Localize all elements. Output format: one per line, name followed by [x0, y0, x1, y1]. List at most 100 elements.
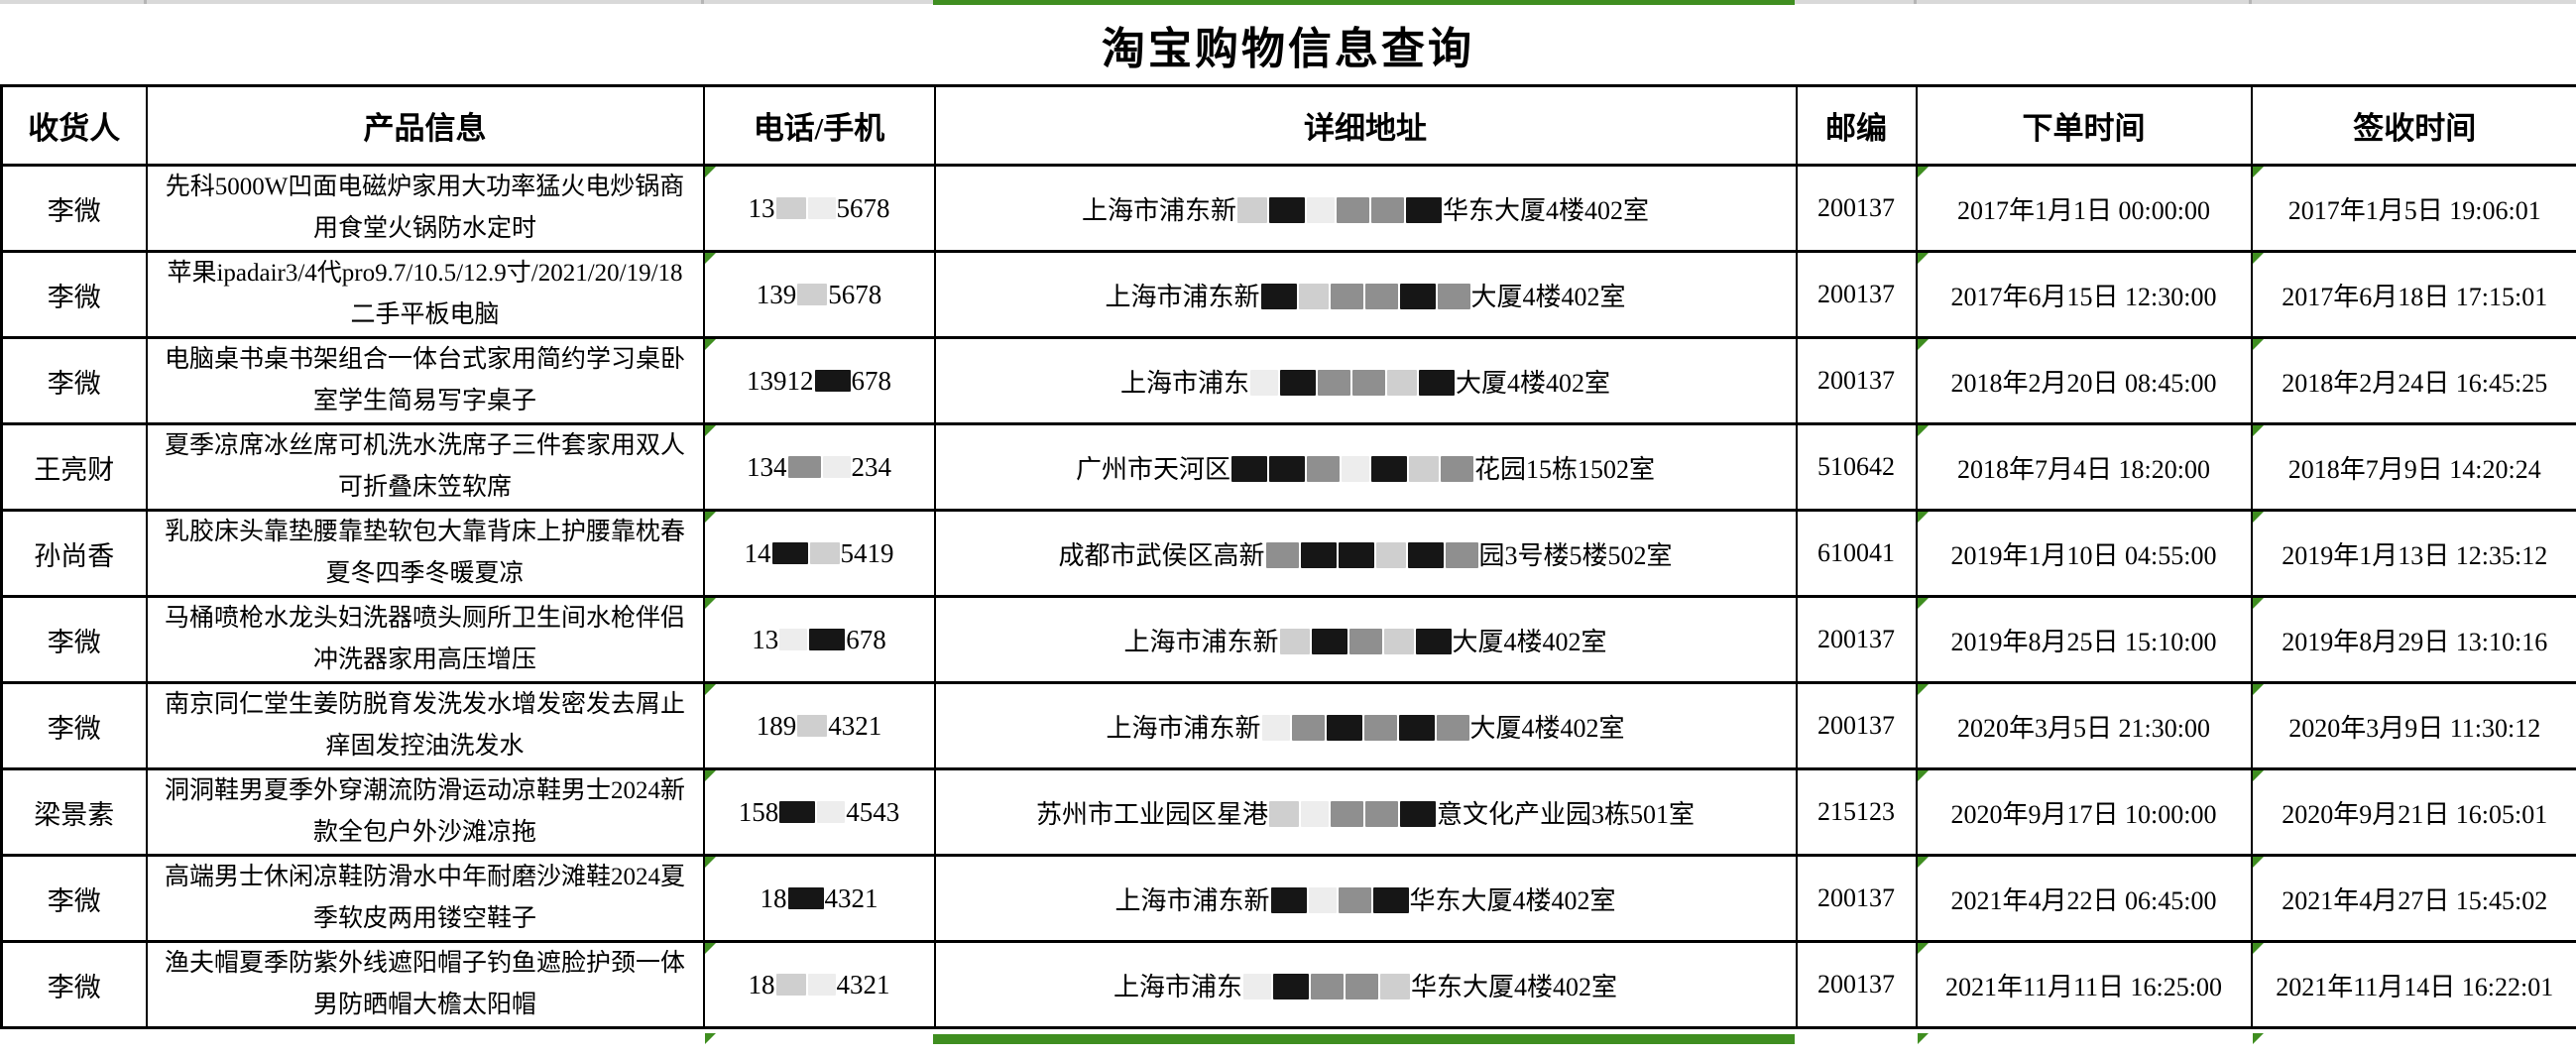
cell-recipient[interactable]: 李微	[0, 854, 148, 943]
col-header-zip[interactable]: 邮编	[1795, 84, 1918, 167]
cell-product-info[interactable]: 高端男士休闲凉鞋防滑水中年耐磨沙滩鞋2024夏季软皮两用镂空鞋子	[145, 854, 705, 943]
cell-order-time[interactable]: 2018年7月4日 18:20:00	[1915, 422, 2253, 512]
sheet-title[interactable]: 淘宝购物信息查询	[1102, 25, 1474, 73]
redaction-mosaic	[1338, 886, 1371, 913]
redaction-mosaic	[1436, 714, 1469, 741]
cell-zip[interactable]: 215123	[1795, 767, 1918, 857]
cell-sign-time[interactable]: 2018年2月24日 16:45:25	[2250, 336, 2576, 425]
cell-zip[interactable]: 200137	[1795, 854, 1918, 943]
cell-phone[interactable]: 14 5419	[702, 509, 936, 598]
cell-recipient[interactable]: 王亮财	[0, 422, 148, 512]
redaction-mosaic	[1280, 369, 1316, 396]
cell-recipient[interactable]: 李微	[0, 250, 148, 339]
col-header-sign-time[interactable]: 签收时间	[2250, 84, 2576, 167]
cell-address[interactable]: 上海市浦东 大厦4楼402室	[933, 336, 1798, 425]
cell-phone[interactable]: 18 4321	[702, 940, 936, 1029]
green-triangle-icon	[1918, 254, 1929, 264]
cell-address[interactable]: 广州市天河区 花园15栋1502室	[933, 422, 1798, 512]
col-header-recipient[interactable]: 收货人	[0, 84, 148, 167]
green-triangle-icon	[2253, 685, 2264, 695]
redaction-mosaic	[1270, 886, 1307, 913]
cell-zip[interactable]: 200137	[1795, 164, 1918, 253]
redacted-text-suffix: 4321	[836, 969, 890, 999]
cell-zip[interactable]: 200137	[1795, 595, 1918, 684]
cell-order-time[interactable]: 2018年2月20日 08:45:00	[1915, 336, 2253, 425]
redaction-mosaic	[1307, 455, 1340, 482]
cell-order-time[interactable]: 2021年11月11日 16:25:00	[1915, 940, 2253, 1029]
cell-zip[interactable]: 200137	[1795, 940, 1918, 1029]
cell-recipient[interactable]: 李微	[0, 940, 148, 1029]
cell-order-time[interactable]: 2020年3月5日 21:30:00	[1915, 681, 2253, 770]
col-header-order-time[interactable]: 下单时间	[1915, 84, 2253, 167]
cell-order-time[interactable]: 2019年8月25日 15:10:00	[1915, 595, 2253, 684]
cell-sign-time[interactable]: 2020年3月9日 11:30:12	[2250, 681, 2576, 770]
cell-phone[interactable]: 18 4321	[702, 854, 936, 943]
redacted-text-suffix: 意文化产业园3栋501室	[1437, 799, 1696, 829]
cell-sign-time[interactable]: 2019年8月29日 13:10:16	[2250, 595, 2576, 684]
redaction-mosaic	[1311, 973, 1344, 999]
cell-phone[interactable]: 13 678	[702, 595, 936, 684]
cell-address[interactable]: 成都市武侯区高新 园3号楼5楼502室	[933, 509, 1798, 598]
green-triangle-icon	[2253, 168, 2264, 177]
cell-phone[interactable]: 139 5678	[702, 250, 936, 339]
cell-product-info[interactable]: 苹果ipadair3/4代pro9.7/10.5/12.9寸/2021/20/1…	[145, 250, 705, 339]
cell-phone[interactable]: 134 234	[702, 422, 936, 512]
cell-order-time[interactable]: 2019年1月10日 04:55:00	[1915, 509, 2253, 598]
cell-order-time[interactable]: 2017年1月1日 00:00:00	[1915, 164, 2253, 253]
cell-recipient[interactable]: 李微	[0, 681, 148, 770]
cell-phone[interactable]: 13912 678	[702, 336, 936, 425]
redacted-text-suffix: 大厦4楼402室	[1469, 713, 1625, 743]
green-triangle-icon	[705, 685, 716, 695]
col-header-phone[interactable]: 电话/手机	[702, 84, 936, 167]
cell-sign-time[interactable]: 2017年6月18日 17:15:01	[2250, 250, 2576, 339]
redacted-text-suffix: 234	[851, 451, 892, 482]
cell-recipient[interactable]: 李微	[0, 595, 148, 684]
green-triangle-icon	[1918, 771, 1929, 781]
cell-sign-time[interactable]: 2021年4月27日 15:45:02	[2250, 854, 2576, 943]
cell-product-info[interactable]: 洞洞鞋男夏季外穿潮流防滑运动凉鞋男士2024新款全包户外沙滩凉拖	[145, 767, 705, 857]
cell-order-time[interactable]: 2021年4月22日 06:45:00	[1915, 854, 2253, 943]
cell-recipient[interactable]: 孙尚香	[0, 509, 148, 598]
redacted-text-suffix: 大厦4楼402室	[1470, 282, 1626, 311]
col-header-product[interactable]: 产品信息	[145, 84, 705, 167]
cell-product-info[interactable]: 电脑桌书桌书架组合一体台式家用简约学习桌卧室学生简易写字桌子	[145, 336, 705, 425]
cell-sign-time[interactable]: 2018年7月9日 14:20:24	[2250, 422, 2576, 512]
cell-address[interactable]: 上海市浦东新 华东大厦4楼402室	[933, 164, 1798, 253]
cell-product-info[interactable]: 南京同仁堂生姜防脱育发洗发水增发密发去屑止痒固发控油洗发水	[145, 681, 705, 770]
redaction-mosaic	[775, 973, 806, 996]
cell-phone[interactable]: 13 5678	[702, 164, 936, 253]
cell-product-info[interactable]: 先科5000W凹面电磁炉家用大功率猛火电炒锅商用食堂火锅防水定时	[145, 164, 705, 253]
cell-sign-time[interactable]: 2020年9月21日 16:05:01	[2250, 767, 2576, 857]
cell-address[interactable]: 苏州市工业园区星港 意文化产业园3栋501室	[933, 767, 1798, 857]
cell-address[interactable]: 上海市浦东新 大厦4楼402室	[933, 595, 1798, 684]
cell-sign-time[interactable]: 2019年1月13日 12:35:12	[2250, 509, 2576, 598]
cell-zip[interactable]: 200137	[1795, 681, 1918, 770]
cell-zip[interactable]: 610041	[1795, 509, 1918, 598]
cell-product-info[interactable]: 乳胶床头靠垫腰靠垫软包大靠背床上护腰靠枕春夏冬四季冬暖夏凉	[145, 509, 705, 598]
redacted-text-suffix: 华东大厦4楼402室	[1409, 885, 1616, 915]
cell-zip[interactable]: 510642	[1795, 422, 1918, 512]
cell-phone[interactable]: 158 4543	[702, 767, 936, 857]
cell-address[interactable]: 上海市浦东新 大厦4楼402室	[933, 681, 1798, 770]
cell-phone[interactable]: 189 4321	[702, 681, 936, 770]
green-triangle-icon	[2253, 426, 2264, 436]
cell-address[interactable]: 上海市浦东新 华东大厦4楼402室	[933, 854, 1798, 943]
cell-address[interactable]: 上海市浦东新 大厦4楼402室	[933, 250, 1798, 339]
cell-recipient[interactable]: 梁景素	[0, 767, 148, 857]
cell-order-time[interactable]: 2017年6月15日 12:30:00	[1915, 250, 2253, 339]
cell-zip[interactable]: 200137	[1795, 336, 1918, 425]
cell-recipient[interactable]: 李微	[0, 336, 148, 425]
col-header-address[interactable]: 详细地址	[933, 84, 1798, 167]
cell-recipient[interactable]: 李微	[0, 164, 148, 253]
redacted-text-suffix: 5419	[840, 537, 894, 568]
cell-product-info[interactable]: 渔夫帽夏季防紫外线遮阳帽子钓鱼遮脸护颈一体男防晒帽大檐太阳帽	[145, 940, 705, 1029]
redaction-mosaic	[779, 800, 816, 823]
cell-order-time[interactable]: 2020年9月17日 10:00:00	[1915, 767, 2253, 857]
cell-address[interactable]: 上海市浦东 华东大厦4楼402室	[933, 940, 1798, 1029]
cell-product-info[interactable]: 夏季凉席冰丝席可机洗水洗席子三件套家用双人可折叠床笠软席	[145, 422, 705, 512]
cell-sign-time[interactable]: 2021年11月14日 16:22:01	[2250, 940, 2576, 1029]
redacted-text-prefix: 广州市天河区	[1075, 454, 1230, 484]
cell-sign-time[interactable]: 2017年1月5日 19:06:01	[2250, 164, 2576, 253]
cell-zip[interactable]: 200137	[1795, 250, 1918, 339]
cell-product-info[interactable]: 马桶喷枪水龙头妇洗器喷头厕所卫生间水枪伴侣冲洗器家用高压增压	[145, 595, 705, 684]
